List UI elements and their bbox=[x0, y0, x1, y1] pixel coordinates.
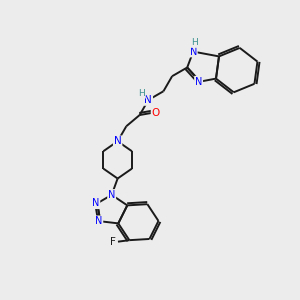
Text: N: N bbox=[95, 216, 103, 226]
Text: H: H bbox=[138, 89, 145, 98]
Text: N: N bbox=[145, 95, 152, 105]
Text: N: N bbox=[92, 198, 100, 208]
Text: N: N bbox=[114, 136, 122, 146]
Text: N: N bbox=[108, 190, 116, 200]
Text: H: H bbox=[191, 38, 198, 47]
Text: N: N bbox=[190, 46, 197, 57]
Text: N: N bbox=[195, 76, 202, 87]
Text: F: F bbox=[110, 237, 116, 247]
Text: O: O bbox=[152, 108, 160, 118]
